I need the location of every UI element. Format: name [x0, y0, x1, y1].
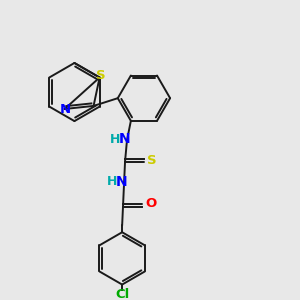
Text: H: H [110, 133, 121, 146]
Text: N: N [118, 132, 130, 146]
Text: N: N [116, 175, 127, 189]
Text: H: H [107, 176, 118, 188]
Text: Cl: Cl [115, 288, 129, 300]
Text: S: S [147, 154, 157, 167]
Text: N: N [60, 103, 71, 116]
Text: O: O [146, 197, 157, 210]
Text: S: S [96, 69, 105, 82]
